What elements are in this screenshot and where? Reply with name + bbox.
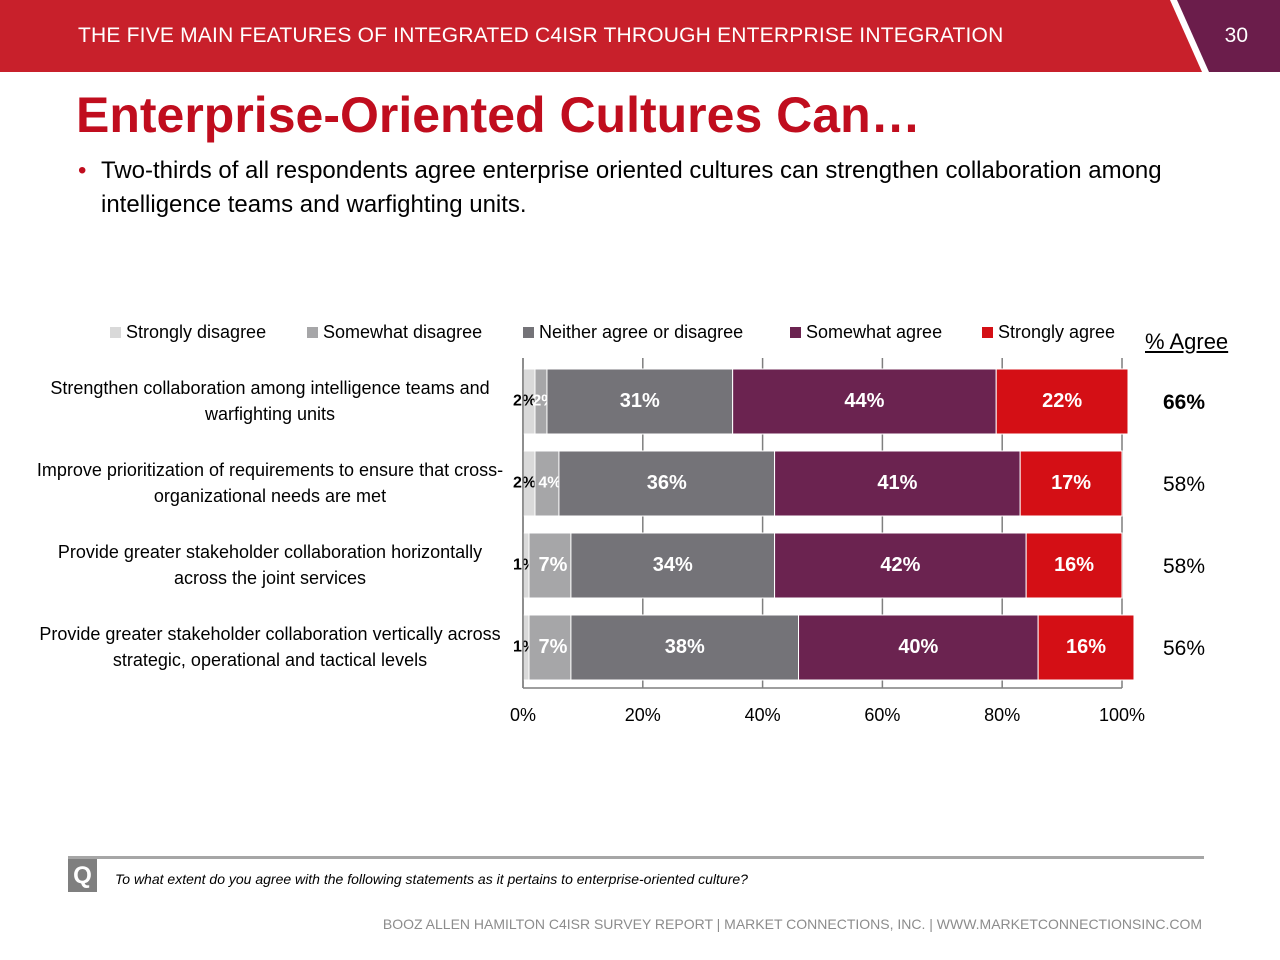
x-tick-label: 60% <box>864 705 900 725</box>
bar-segment <box>528 532 572 599</box>
bar-data-label: 22% <box>1042 390 1082 412</box>
bar-segment <box>1019 450 1123 517</box>
stacked-bar-chart: 2%2% 31% 44% 22%2% 4% 36% 41% 17%1% 7% 34% 42% 16%1… <box>510 358 1145 725</box>
bar-segment <box>995 368 1129 435</box>
bar-data-label: 44% <box>844 390 884 412</box>
percent-agree-value: 58% <box>1163 555 1206 578</box>
legend-item: Strongly disagree <box>110 322 266 343</box>
bar-data-label: 34% <box>653 554 693 576</box>
bar-data-label: 7% <box>539 554 568 576</box>
page-number: 30 <box>1224 24 1248 47</box>
footer-text: BOOZ ALLEN HAMILTON C4ISR SURVEY REPORT … <box>382 916 1202 932</box>
percent-agree-value: 66% <box>1163 391 1206 414</box>
bar-data-label: 16% <box>1054 554 1094 576</box>
bar-data-label: 2% <box>513 475 536 492</box>
bar-segment <box>528 614 572 681</box>
bar-data-label: 17% <box>1051 472 1091 494</box>
bar-segment <box>732 368 997 435</box>
legend-item: Somewhat disagree <box>307 322 482 343</box>
legend-label: Strongly agree <box>998 322 1116 342</box>
header-title: THE FIVE MAIN FEATURES OF INTEGRATED C4I… <box>78 24 1004 47</box>
category-label: Provide greater stakeholder collaboratio… <box>39 624 501 670</box>
legend-swatch <box>110 327 121 338</box>
x-tick-label: 40% <box>745 705 781 725</box>
bar-segment <box>570 614 800 681</box>
legend-item: Neither agree or disagree <box>523 322 743 343</box>
category-label: Improve prioritization of requirements t… <box>36 460 504 506</box>
legend-swatch <box>790 327 801 338</box>
legend-label: Somewhat disagree <box>323 322 483 342</box>
bar-data-label: 7% <box>539 636 568 658</box>
bar-data-label: 38% <box>665 636 705 658</box>
percent-agree-value: 56% <box>1163 637 1206 660</box>
bar-data-label: 4% <box>538 475 561 492</box>
legend-label: Somewhat agree <box>806 322 943 342</box>
legend-swatch <box>982 327 993 338</box>
legend-swatch <box>523 327 534 338</box>
legend-item: Somewhat agree <box>790 322 942 343</box>
question-divider <box>68 856 1204 859</box>
bar-segment <box>774 532 1027 599</box>
x-tick-label: 20% <box>625 705 661 725</box>
bar-segment <box>1037 614 1135 681</box>
bar-segment <box>558 450 776 517</box>
x-tick-label: 100% <box>1099 705 1145 725</box>
x-tick-label: 80% <box>984 705 1020 725</box>
percent-agree-header: % Agree <box>1145 329 1229 354</box>
legend-label: Strongly disagree <box>126 322 267 342</box>
question-icon: Q <box>68 859 97 892</box>
legend-swatch <box>307 327 318 338</box>
bar-segment <box>570 532 776 599</box>
page-number-tab <box>1170 0 1280 72</box>
legend-label: Neither agree or disagree <box>539 322 744 342</box>
slide-title: Enterprise-Oriented Cultures Can… <box>76 87 921 143</box>
bar-data-label: 36% <box>647 472 687 494</box>
percent-agree-value: 58% <box>1163 473 1206 496</box>
bar-segment <box>1025 532 1123 599</box>
bar-data-label: 40% <box>898 636 938 658</box>
bullet-icon: • <box>78 157 87 184</box>
bullet-text: Two-thirds of all respondents agree ente… <box>101 157 1162 218</box>
header-bar: THE FIVE MAIN FEATURES OF INTEGRATED C4I… <box>0 0 1280 72</box>
x-tick-label: 0% <box>510 705 536 725</box>
category-label: Strengthen collaboration among intellige… <box>50 378 490 424</box>
bar-data-label: 16% <box>1066 636 1106 658</box>
question-text: To what extent do you agree with the fol… <box>115 871 748 887</box>
legend-item: Strongly agree <box>982 322 1115 343</box>
bar-data-label: 42% <box>880 554 920 576</box>
bar-data-label: 2% <box>513 393 536 410</box>
bar-data-label: 31% <box>620 390 660 412</box>
category-label: Provide greater stakeholder collaboratio… <box>57 542 483 588</box>
bar-data-label: 41% <box>877 472 917 494</box>
bar-segment <box>774 450 1021 517</box>
